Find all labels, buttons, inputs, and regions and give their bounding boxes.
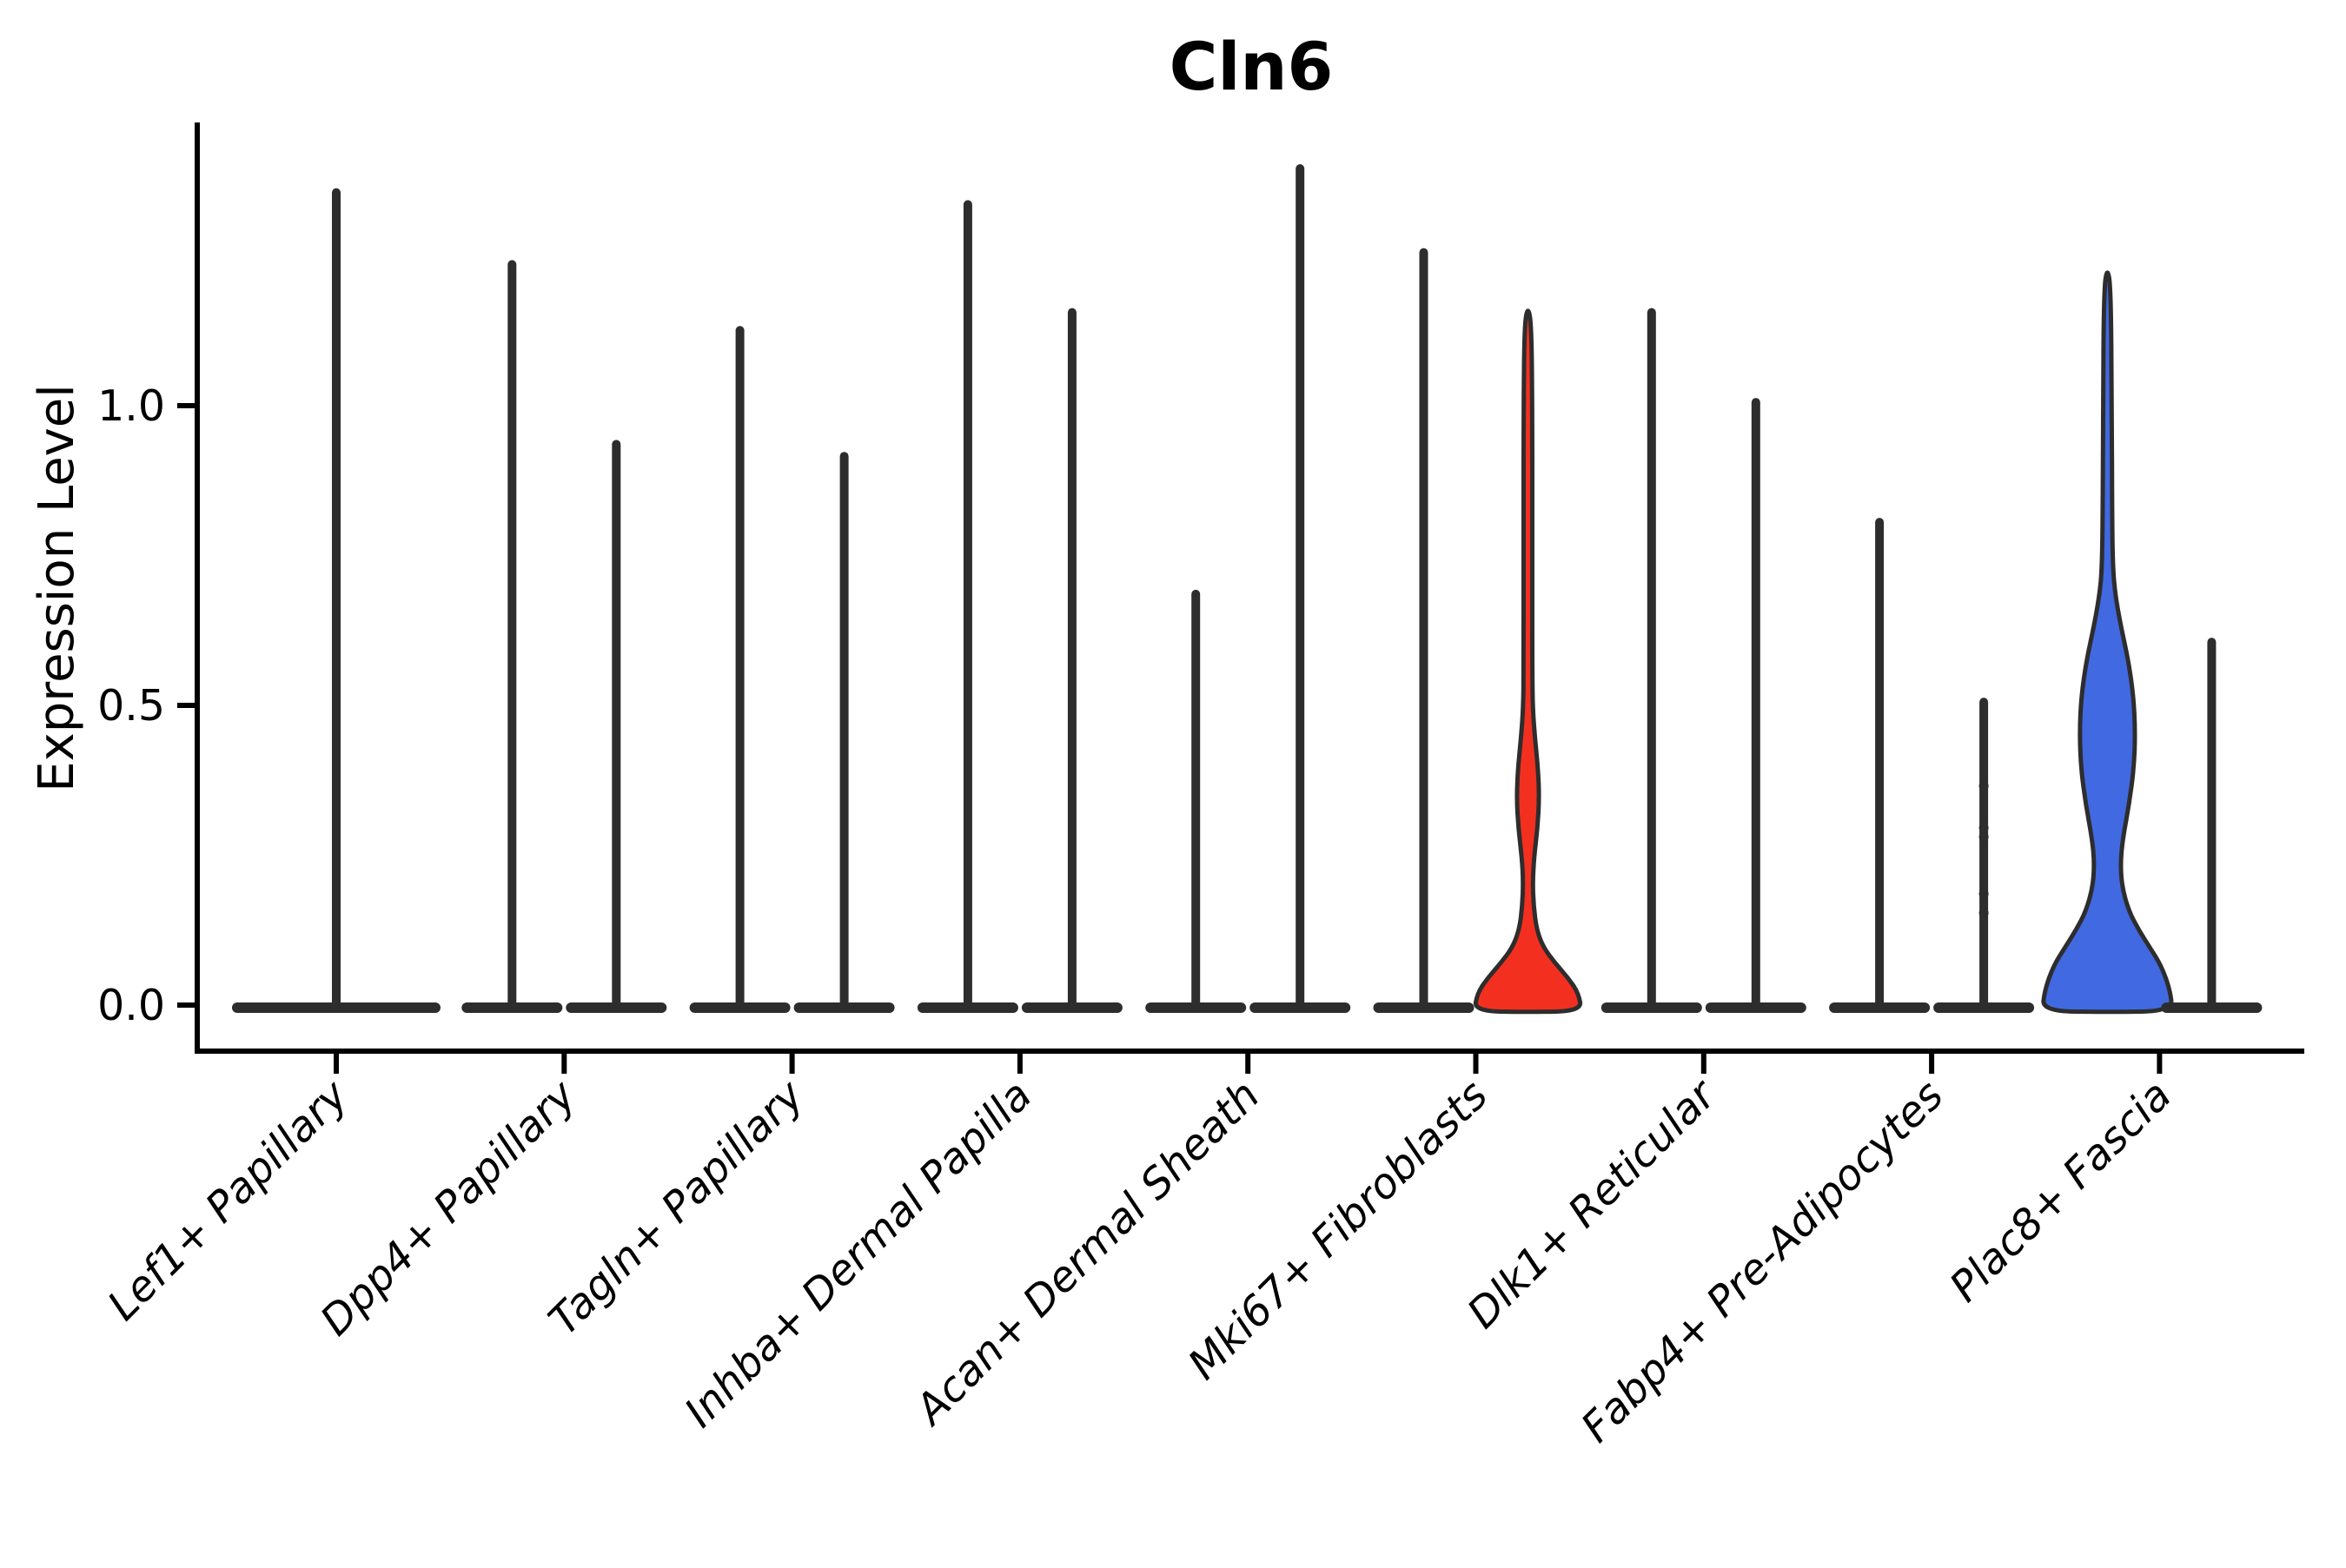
violin-knot bbox=[1978, 831, 1989, 842]
x-tick-label: Tagln+ Papillary bbox=[540, 1070, 814, 1345]
violins-group bbox=[232, 164, 2263, 1015]
y-tick-label: 0.5 bbox=[97, 681, 165, 731]
chart-title: Cln6 bbox=[1170, 28, 1334, 105]
violin bbox=[793, 452, 895, 1013]
x-tick-label: Dlk1+ Reticular bbox=[1458, 1069, 1727, 1339]
violin bbox=[689, 326, 791, 1013]
violin-knot bbox=[1978, 889, 1989, 899]
violin bbox=[1829, 518, 1931, 1013]
violin bbox=[1705, 398, 1806, 1013]
y-tick-label: 0.0 bbox=[97, 981, 165, 1030]
x-tick-label: Lef1+ Papillary bbox=[98, 1070, 358, 1330]
y-tick-label: 1.0 bbox=[97, 381, 165, 431]
violin bbox=[1145, 589, 1247, 1013]
violin-knot bbox=[1978, 908, 1989, 918]
violin bbox=[1021, 308, 1123, 1013]
x-tick-label: Plac8+ Fascia bbox=[1940, 1071, 2181, 1312]
violin bbox=[2161, 638, 2263, 1013]
violin bbox=[1249, 164, 1351, 1013]
violin-knot bbox=[1978, 823, 1989, 833]
violin bbox=[1473, 308, 1583, 1015]
violin-knot bbox=[1978, 781, 1989, 791]
violin bbox=[1933, 698, 2035, 1013]
violin-body bbox=[2041, 270, 2174, 1015]
violin bbox=[917, 200, 1018, 1013]
violin bbox=[1373, 248, 1475, 1013]
x-tick-label: Fabp4+ Pre-Adipocytes bbox=[1572, 1071, 1953, 1452]
violin bbox=[1600, 308, 1702, 1013]
violin bbox=[2041, 270, 2174, 1015]
violin bbox=[566, 440, 667, 1013]
x-tick-label: Dpp4+ Papillary bbox=[311, 1070, 586, 1345]
violin-body bbox=[1473, 308, 1583, 1015]
y-axis: 0.0 0.5 1.0 bbox=[97, 122, 200, 1054]
violin bbox=[461, 260, 563, 1013]
violin bbox=[232, 188, 441, 1013]
y-axis-label: Expression Level bbox=[29, 384, 85, 792]
